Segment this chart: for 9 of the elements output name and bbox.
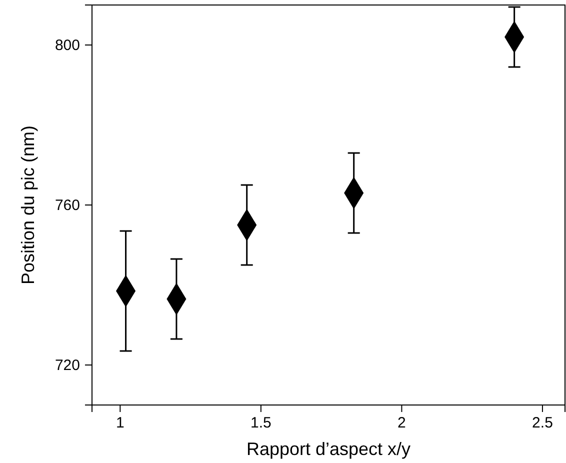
y-axis-title: Position du pic (nm) (18, 125, 38, 285)
x-tick-label: 1.5 (250, 414, 272, 432)
x-tick-label: 1 (116, 414, 124, 432)
y-tick-label: 800 (54, 36, 80, 54)
y-tick-label: 720 (54, 356, 80, 374)
x-axis-title: Rapport d’aspect x/y (246, 439, 411, 459)
y-tick-label: 760 (54, 196, 80, 214)
x-tick-label: 2 (398, 414, 406, 432)
x-tick-label: 2.5 (532, 414, 553, 432)
